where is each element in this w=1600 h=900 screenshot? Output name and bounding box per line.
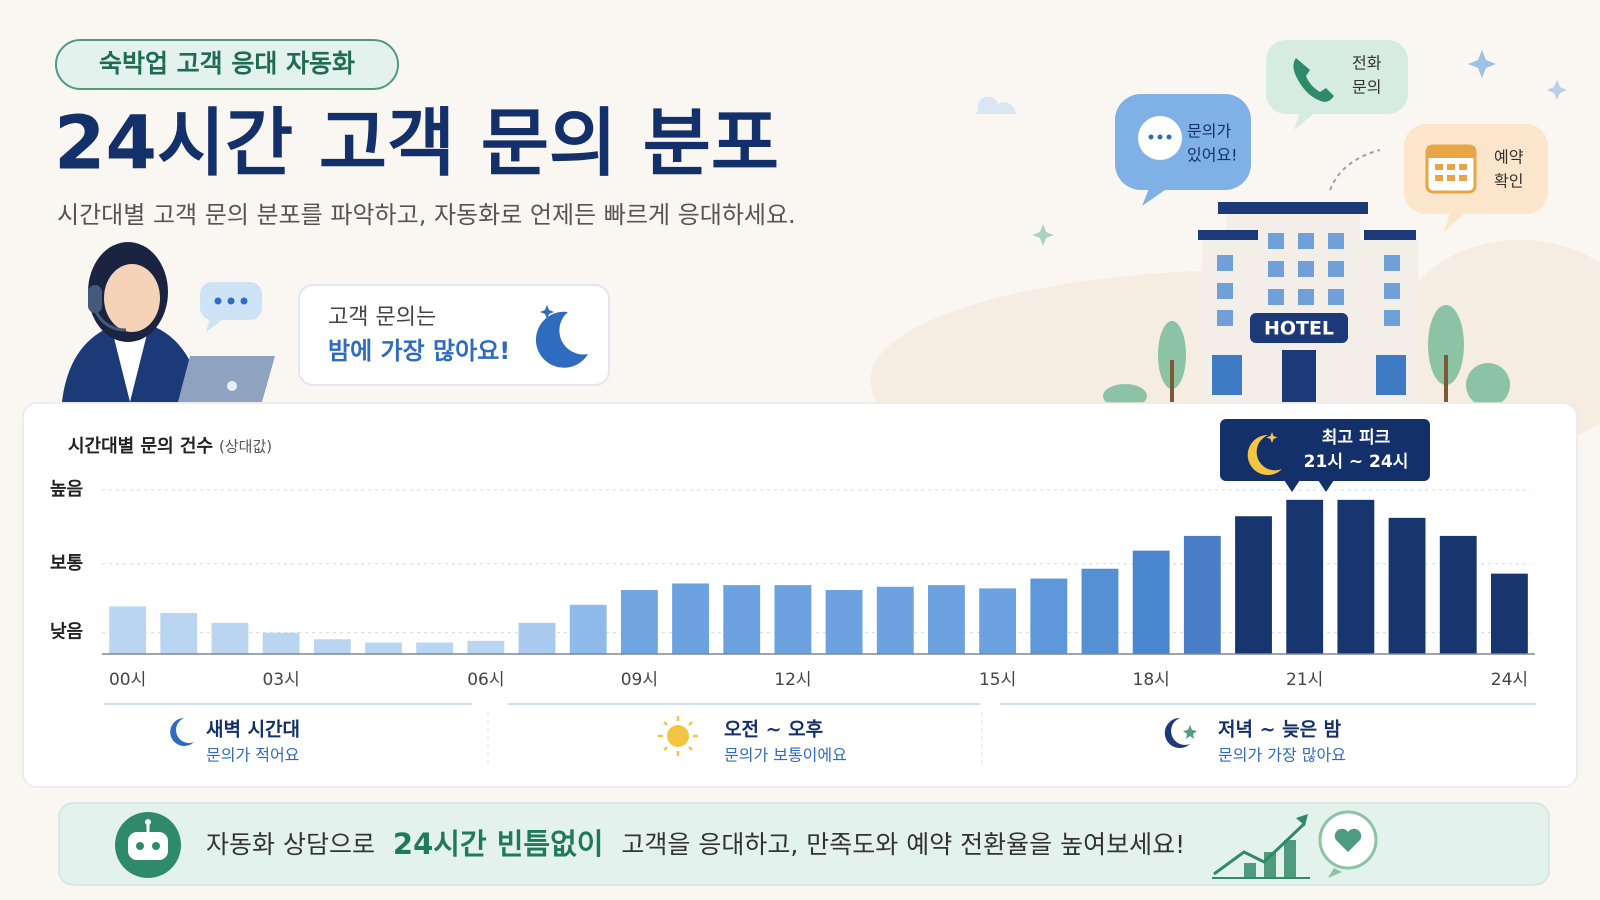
banner-text: 자동화 상담으로 24시간 빈틈없이 고객을 응대하고, 만족도와 예약 전환율… [206,827,1185,861]
x-tick-label: 21시 [1286,670,1323,690]
x-tick-label: 12시 [774,670,811,690]
callout-line: 고객 문의는 [328,305,436,330]
bubble-text: 문의가 [1187,122,1231,141]
x-tick-label: 18시 [1133,670,1170,690]
bar [313,639,351,654]
bubble-text: 확인 [1494,172,1523,191]
growth-icon [1212,814,1310,879]
sparkle [1547,80,1567,100]
bar [211,622,249,654]
bar [1490,573,1528,654]
bar [723,585,761,654]
bar [467,640,505,654]
inquiry-bubble [1115,94,1251,206]
phone-bubble [1266,40,1408,130]
bar [672,583,709,654]
sparkle [1032,224,1054,246]
peak-range: 21시 ~ 24시 [1304,452,1409,472]
booking-bubble [1404,124,1548,232]
bar [928,585,965,654]
badge [55,39,399,90]
callout-highlight: 밤에 가장 많아요! [328,337,510,365]
x-tick-label: 06시 [467,670,504,690]
bar [825,590,863,654]
chart-title-note: (상대값) [219,438,272,456]
bubble-text: 문의 [1352,78,1381,97]
bar [160,613,198,654]
subtitle: 시간대별 고객 문의 분포를 파악하고, 자동화로 언제든 빠르게 응대하세요. [57,201,796,229]
agent-illustration [62,242,275,402]
peak-title: 최고 피크 [1322,428,1391,448]
bar [569,604,607,654]
period-title: 오전 ~ 오후 [724,719,823,741]
bar [1183,535,1221,654]
period-title: 저녁 ~ 늦은 밤 [1218,719,1342,741]
bar [109,606,147,654]
bar [979,588,1017,654]
banner-rest: 고객을 응대하고, 만족도와 예약 전환율을 높여보세요! [621,830,1185,859]
chart-title: 시간대별 문의 건수 [68,436,213,457]
moon-icon [170,718,194,746]
bar [1337,499,1375,654]
period-desc: 문의가 가장 많아요 [1218,746,1346,765]
banner-highlight: 24시간 빈틈없이 [393,827,604,861]
x-tick-label: 24시 [1491,670,1528,690]
banner [58,802,1550,886]
bar [1388,517,1426,654]
robot-icon [115,812,181,878]
bar [620,590,658,654]
peak-annotation [1220,419,1430,492]
bar [1235,516,1272,654]
heart-bubble [1318,810,1378,878]
period-desc: 문의가 적어요 [206,746,299,765]
bubble-text: 예약 [1494,148,1524,167]
bar [1030,578,1068,654]
hotel-sign: HOTEL [1264,318,1334,340]
moon-icon [535,305,588,368]
y-tick-label: 낮음 [50,622,83,643]
badge-text: 숙박업 고객 응대 자동화 [99,49,355,78]
x-tick-label: 09시 [621,670,658,690]
callout-box [298,284,610,386]
bar [774,585,812,654]
bar [1081,568,1119,654]
sparkle [1468,50,1496,78]
main-title: 24시간 고객 문의 분포 [54,101,779,187]
sun-icon [658,716,698,756]
bar [1286,499,1324,654]
bar [876,586,914,654]
x-tick-label: 15시 [979,670,1016,690]
plot-area: 낮음 보통 높음 00시 03시 06시 09시 12시 15시 18시 21시 24시 [50,479,1535,690]
x-tick-label: 03시 [262,670,299,690]
period-title: 새벽 시간대 [206,719,300,741]
bubble-text: 있어요! [1187,146,1238,165]
banner-lead: 자동화 상담으로 [206,830,375,859]
typing-bubble [200,282,262,332]
bar [262,632,300,654]
bubble-text: 전화 [1352,54,1382,73]
period-desc: 문의가 보통이에요 [724,746,847,765]
y-tick-label: 높음 [50,479,83,500]
bar [518,622,556,654]
bar [365,642,402,654]
x-tick-label: 00시 [109,670,146,690]
bar [1439,535,1477,654]
bar [1132,550,1170,654]
y-tick-label: 보통 [50,553,83,574]
bar [416,642,454,654]
hotel-illustration: HOTEL [1103,149,1510,408]
moon-star-icon [1164,717,1197,748]
cloud-icon [976,96,1016,114]
